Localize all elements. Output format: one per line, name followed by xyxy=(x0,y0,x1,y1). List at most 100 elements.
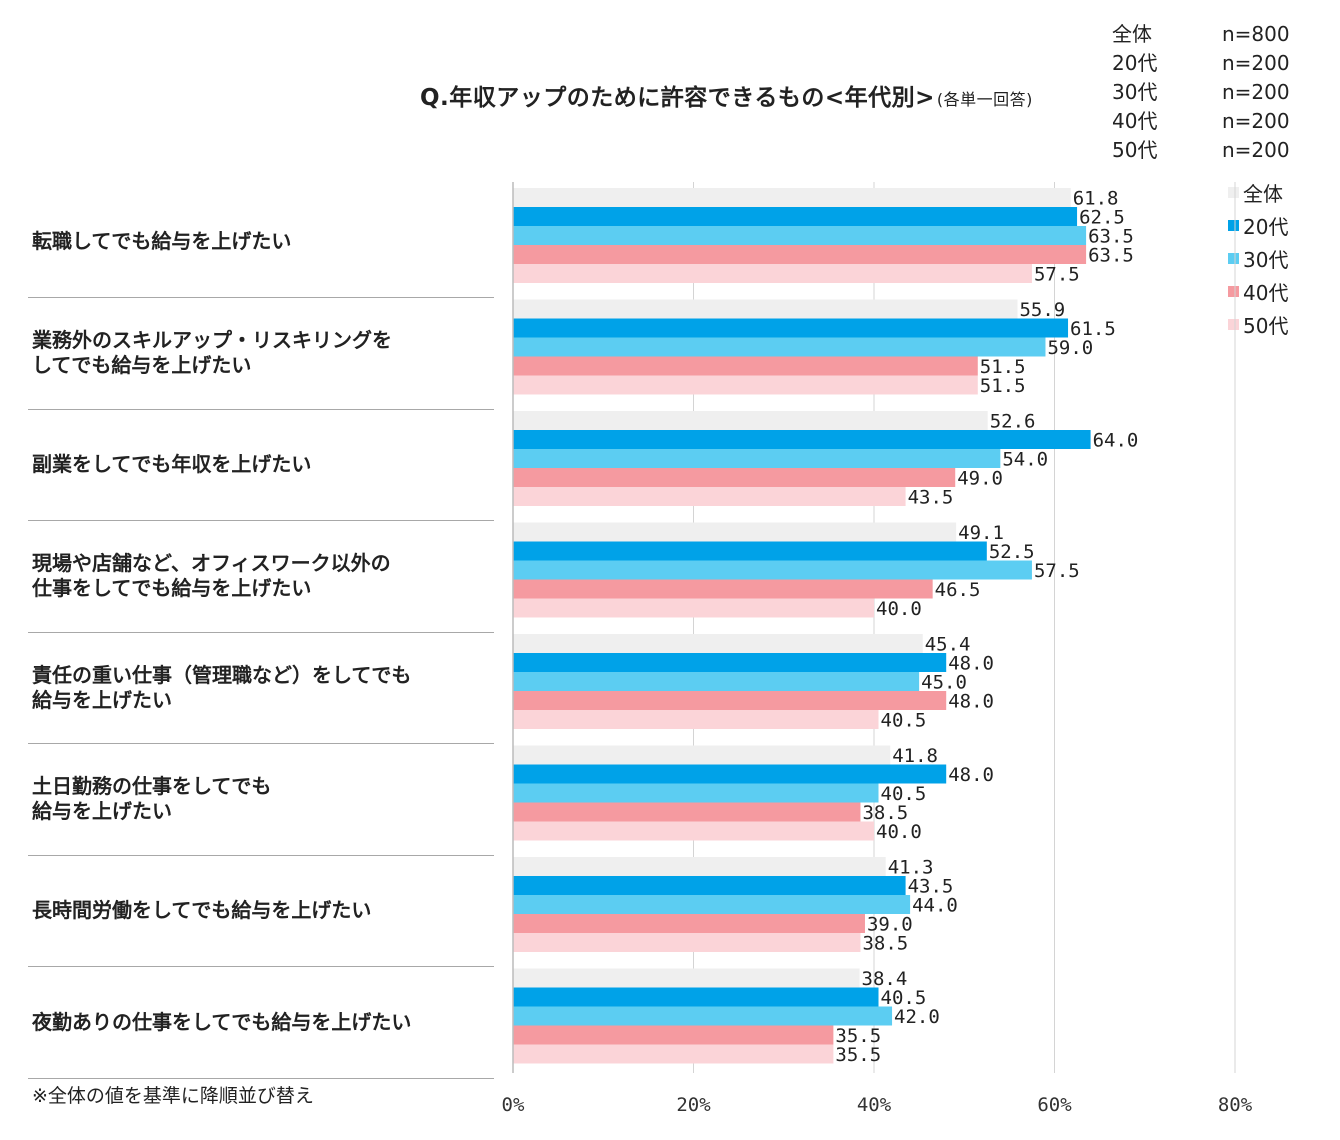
data-label: 41.8 xyxy=(892,745,938,767)
legend-label: 20代 xyxy=(1243,215,1289,239)
category-separator xyxy=(28,743,494,744)
category-label-line: 仕事をしてでも給与を上げたい xyxy=(32,576,312,601)
data-label: 43.5 xyxy=(908,876,954,898)
bar xyxy=(513,579,933,599)
bar xyxy=(513,857,886,876)
bar xyxy=(513,987,879,1007)
sample-size-row: 20代 n=200 xyxy=(1112,49,1290,78)
category-separator xyxy=(28,1077,494,1079)
data-label: 51.5 xyxy=(980,375,1026,397)
bar xyxy=(513,710,879,729)
category-label-line: 現場や店舗など、オフィスワーク以外の xyxy=(32,551,391,576)
data-label: 46.5 xyxy=(935,579,981,601)
data-label: 48.0 xyxy=(948,764,994,786)
bar xyxy=(513,1025,834,1045)
data-label: 35.5 xyxy=(835,1025,881,1047)
sample-size-row: 50代 n=200 xyxy=(1112,136,1290,165)
data-label: 41.3 xyxy=(888,857,934,879)
data-label: 57.5 xyxy=(1034,560,1080,582)
chart-title: Q.年収アップのために許容できるもの<年代別> (各単一回答) xyxy=(420,78,1033,112)
category-label: 土日勤務の仕事をしてでも 給与を上げたい xyxy=(32,744,487,856)
sample-size-group: 30代 xyxy=(1112,80,1158,104)
category-separator xyxy=(28,297,494,298)
data-label: 38.5 xyxy=(862,802,908,824)
category-separator xyxy=(28,631,494,633)
bar xyxy=(513,968,860,988)
category-separator xyxy=(28,408,494,410)
sample-size-n: n=200 xyxy=(1222,109,1290,133)
footnote: ※全体の値を基準に降順並び替え xyxy=(32,1085,314,1107)
bar xyxy=(513,745,891,765)
x-tick-label: 60% xyxy=(1037,1094,1072,1116)
bar xyxy=(513,245,1087,264)
category-label-line: 転職してでも給与を上げたい xyxy=(32,229,292,254)
legend-item: 30代 xyxy=(1228,242,1288,275)
category-label-line: 業務外のスキルアップ・リスキリングを xyxy=(32,328,392,353)
legend-item: 全体 xyxy=(1228,176,1288,209)
category-separator xyxy=(28,520,494,521)
category-label-line: 給与を上げたい xyxy=(32,799,172,824)
bar xyxy=(513,764,947,784)
bar xyxy=(513,318,1069,338)
data-label: 63.5 xyxy=(1088,226,1134,248)
bar xyxy=(513,783,879,803)
legend-swatch xyxy=(1228,187,1239,198)
data-label: 61.5 xyxy=(1070,318,1116,340)
legend-swatch xyxy=(1228,319,1239,330)
data-label: 38.5 xyxy=(862,933,908,955)
sample-size-group: 40代 xyxy=(1112,109,1158,133)
data-label: 64.0 xyxy=(1093,430,1139,452)
data-label: 44.0 xyxy=(912,895,958,917)
sample-size-group: 全体 xyxy=(1112,22,1152,46)
data-label: 45.0 xyxy=(921,672,967,694)
bar xyxy=(513,337,1046,357)
sample-size-n: n=200 xyxy=(1222,138,1290,162)
sample-sizes: 全体 n=800 20代 n=200 30代 n=200 40代 n=200 50代 n=200 xyxy=(1112,20,1290,165)
legend-item: 20代 xyxy=(1228,209,1288,242)
sample-size-row: 全体 n=800 xyxy=(1112,20,1290,49)
data-label: 38.4 xyxy=(862,968,908,990)
category-label-line: 副業をしてでも年収を上げたい xyxy=(32,452,312,477)
data-label: 49.0 xyxy=(957,468,1003,490)
bar xyxy=(513,207,1078,226)
data-label: 43.5 xyxy=(908,487,954,509)
bar xyxy=(513,876,906,895)
data-label: 55.9 xyxy=(1019,299,1065,321)
legend-label: 30代 xyxy=(1243,248,1289,272)
bar xyxy=(513,449,1001,468)
data-label: 42.0 xyxy=(894,1006,940,1028)
bar xyxy=(513,895,911,914)
data-label: 40.5 xyxy=(881,987,927,1009)
data-label: 63.5 xyxy=(1088,245,1134,267)
bar xyxy=(513,821,874,841)
category-separator xyxy=(28,966,494,967)
category-label: 長時間労働をしてでも給与を上げたい xyxy=(32,855,487,967)
legend: 全体 20代 30代 40代 50代 xyxy=(1228,176,1288,341)
category-label: 転職してでも給与を上げたい xyxy=(32,186,487,298)
category-label: 夜勤ありの仕事をしてでも給与を上げたい xyxy=(32,967,487,1079)
data-label: 51.5 xyxy=(980,356,1026,378)
x-tick-label: 20% xyxy=(676,1094,711,1116)
bar xyxy=(513,1006,893,1026)
sample-size-group: 50代 xyxy=(1112,138,1158,162)
legend-label: 50代 xyxy=(1243,314,1289,338)
data-label: 57.5 xyxy=(1034,264,1080,286)
bar xyxy=(513,356,978,376)
legend-label: 全体 xyxy=(1243,182,1283,206)
bar xyxy=(513,226,1087,245)
legend-item: 50代 xyxy=(1228,308,1288,341)
category-separator xyxy=(28,854,494,856)
data-label: 40.0 xyxy=(876,598,922,620)
legend-label: 40代 xyxy=(1243,281,1289,305)
sample-size-n: n=200 xyxy=(1222,80,1290,104)
bar xyxy=(513,1044,834,1064)
data-label: 52.5 xyxy=(989,541,1035,563)
data-label: 40.5 xyxy=(881,783,927,805)
bar xyxy=(513,522,957,542)
category-label: 現場や店舗など、オフィスワーク以外の 仕事をしてでも給与を上げたい xyxy=(32,521,487,633)
legend-swatch xyxy=(1228,220,1239,231)
x-tick-label: 80% xyxy=(1218,1094,1253,1116)
bar xyxy=(513,653,947,672)
x-tick-label: 0% xyxy=(502,1094,525,1116)
